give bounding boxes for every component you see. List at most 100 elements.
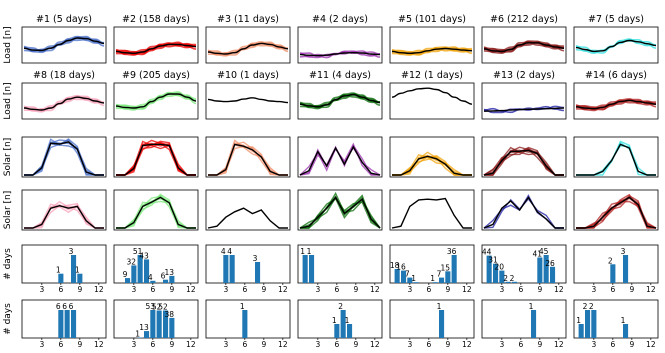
- hist-xtick-label: 6: [610, 285, 615, 294]
- load-mean-curve: [299, 51, 381, 57]
- hist-bar: [334, 324, 340, 338]
- solar-mean-curve: [483, 196, 564, 229]
- hist-bar-label: 1: [135, 330, 140, 339]
- hist-bar: [58, 273, 64, 283]
- hist-bar: [585, 310, 591, 338]
- hist-bar-label: 26: [545, 259, 555, 268]
- solar-day-curve: [208, 139, 288, 176]
- row-ylabel-0: Load [n]: [3, 26, 13, 63]
- hist-bar: [505, 281, 511, 283]
- hist-bar: [223, 255, 229, 283]
- hist-xtick-label: 12: [462, 340, 472, 349]
- row-ylabel-2: Solar [n]: [3, 138, 13, 177]
- hist-bar: [242, 310, 248, 338]
- hist-bar: [439, 310, 445, 338]
- hist-bar-label: 18: [390, 261, 400, 270]
- solar-mean-curve: [483, 149, 564, 176]
- solar-mean-curve: [299, 145, 381, 176]
- solar-mean-curve: [24, 204, 104, 229]
- hist-xtick-label: 9: [77, 340, 82, 349]
- hist-bar-label: 6: [62, 302, 67, 311]
- hist-xtick-label: 6: [150, 285, 155, 294]
- hist-bar-label: 1: [240, 302, 245, 311]
- hist-axes: [21, 299, 107, 339]
- hist-bar: [137, 255, 143, 283]
- hist-axes: [389, 299, 475, 339]
- hist-axes: [205, 244, 291, 284]
- hist-xtick-label: 9: [353, 285, 358, 294]
- hist-bar-label: 2: [510, 274, 515, 283]
- load-mean-curve: [299, 93, 381, 108]
- panel-title: #14 (6 days): [585, 70, 647, 81]
- hist-bar: [407, 277, 413, 283]
- hist-bar: [451, 255, 457, 283]
- hist-axes: [573, 244, 659, 284]
- hist-bar-label: 7: [437, 270, 442, 279]
- hist-bar: [413, 282, 419, 283]
- hist-bar-label: 52: [158, 303, 168, 312]
- hist-bar-label: 6: [69, 302, 74, 311]
- hist-axes: [21, 244, 107, 284]
- hist-xtick-label: 3: [131, 285, 136, 294]
- hist-bar: [543, 255, 549, 283]
- load-mean-curve: [575, 99, 657, 110]
- hist-xtick-label: 9: [261, 285, 266, 294]
- hist-bar-label: 51: [133, 247, 143, 256]
- hist-xtick-label: 6: [426, 340, 431, 349]
- hist-xtick-label: 12: [370, 340, 380, 349]
- panel-title: #4 (2 days): [312, 14, 368, 25]
- hist-xtick-label: 9: [353, 340, 358, 349]
- hist-xtick-label: 6: [518, 285, 523, 294]
- hist-bar-label: 1: [576, 316, 581, 325]
- hist-xtick-label: 12: [278, 340, 288, 349]
- hist-bar-label: 2: [589, 302, 594, 311]
- hist-bar-label: 3: [253, 254, 258, 263]
- hist-xtick-label: 6: [610, 340, 615, 349]
- hist-bar-label: 15: [441, 263, 451, 272]
- hist-bar: [144, 331, 150, 338]
- hist-xtick-label: 3: [223, 340, 228, 349]
- hist-bar: [591, 310, 597, 338]
- hist-bar-label: 4: [221, 247, 226, 256]
- row-ylabel-3: Solar [n]: [3, 191, 13, 230]
- hist-bar: [340, 310, 346, 338]
- load-mean-curve: [575, 39, 657, 53]
- hist-xtick-label: 3: [131, 340, 136, 349]
- hist-bar-label: 1: [529, 302, 534, 311]
- hist-bar: [163, 279, 169, 283]
- hist-xtick-label: 6: [242, 340, 247, 349]
- solar-axes: [389, 189, 475, 231]
- load-mean-curve: [483, 107, 565, 112]
- hist-xtick-label: 3: [591, 340, 596, 349]
- hist-bar: [347, 324, 353, 338]
- hist-bar-label: 1: [430, 274, 435, 283]
- hist-bar-label: 53: [146, 302, 156, 311]
- hist-bar: [77, 273, 83, 283]
- row-ylabel-4: # days: [3, 248, 13, 280]
- hist-bar-label: 44: [482, 248, 492, 257]
- hist-xtick-label: 3: [315, 285, 320, 294]
- solar-day-curve: [392, 156, 472, 176]
- panel-title: #2 (158 days): [122, 14, 190, 25]
- hist-bar: [302, 255, 308, 283]
- hist-bar: [156, 310, 162, 338]
- hist-bar-label: 1: [307, 247, 312, 256]
- hist-xtick-label: 3: [39, 340, 44, 349]
- hist-bar-label: 13: [165, 268, 175, 277]
- solar-axes: [389, 136, 475, 178]
- solar-mean-curve: [299, 196, 381, 229]
- hist-xtick-label: 3: [223, 285, 228, 294]
- hist-bar-label: 2: [503, 274, 508, 283]
- hist-bar-label: 1: [56, 266, 61, 275]
- hist-xtick-label: 9: [77, 285, 82, 294]
- hist-bar-label: 2: [583, 302, 588, 311]
- hist-bar-label: 9: [123, 270, 128, 279]
- hist-bar: [439, 277, 445, 283]
- hist-bar-label: 52: [152, 303, 162, 312]
- hist-bar: [493, 263, 499, 283]
- hist-xtick-label: 9: [169, 340, 174, 349]
- hist-bar: [623, 255, 629, 283]
- hist-bar: [71, 310, 77, 338]
- hist-axes: [113, 244, 199, 284]
- hist-xtick-label: 3: [407, 340, 412, 349]
